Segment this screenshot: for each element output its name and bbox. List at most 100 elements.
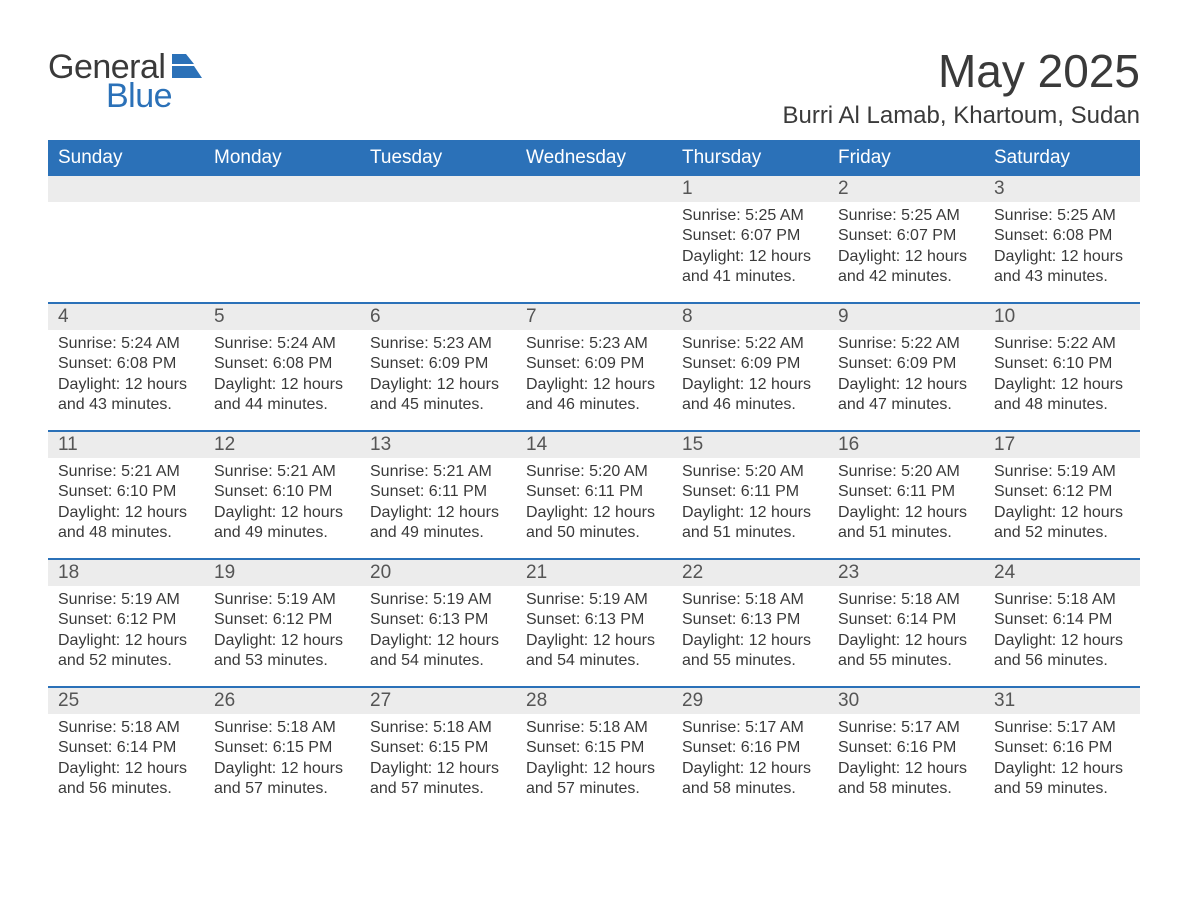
calendar-row: 18Sunrise: 5:19 AMSunset: 6:12 PMDayligh… bbox=[48, 559, 1140, 687]
calendar-row: 4Sunrise: 5:24 AMSunset: 6:08 PMDaylight… bbox=[48, 303, 1140, 431]
day-content: Sunrise: 5:24 AMSunset: 6:08 PMDaylight:… bbox=[48, 330, 204, 426]
calendar-table: SundayMondayTuesdayWednesdayThursdayFrid… bbox=[48, 140, 1140, 815]
sunrise-line: Sunrise: 5:22 AM bbox=[838, 335, 960, 352]
daylight-line: Daylight: 12 hours and 49 minutes. bbox=[214, 504, 343, 541]
sunrise-line: Sunrise: 5:25 AM bbox=[838, 207, 960, 224]
sunset-line: Sunset: 6:10 PM bbox=[214, 483, 332, 500]
daylight-line: Daylight: 12 hours and 49 minutes. bbox=[370, 504, 499, 541]
sunrise-line: Sunrise: 5:20 AM bbox=[682, 463, 804, 480]
day-number: 20 bbox=[360, 560, 516, 586]
calendar-body: 1Sunrise: 5:25 AMSunset: 6:07 PMDaylight… bbox=[48, 175, 1140, 815]
day-number: 8 bbox=[672, 304, 828, 330]
calendar-empty-cell bbox=[204, 175, 360, 303]
weekday-header: Thursday bbox=[672, 141, 828, 175]
daylight-line: Daylight: 12 hours and 57 minutes. bbox=[214, 760, 343, 797]
day-content: Sunrise: 5:25 AMSunset: 6:07 PMDaylight:… bbox=[828, 202, 984, 298]
day-number: 12 bbox=[204, 432, 360, 458]
day-number: 10 bbox=[984, 304, 1140, 330]
day-number bbox=[360, 176, 516, 202]
daylight-line: Daylight: 12 hours and 43 minutes. bbox=[58, 376, 187, 413]
calendar-day-cell: 29Sunrise: 5:17 AMSunset: 6:16 PMDayligh… bbox=[672, 687, 828, 815]
day-number: 31 bbox=[984, 688, 1140, 714]
sunrise-line: Sunrise: 5:21 AM bbox=[370, 463, 492, 480]
daylight-line: Daylight: 12 hours and 44 minutes. bbox=[214, 376, 343, 413]
sunset-line: Sunset: 6:15 PM bbox=[526, 739, 644, 756]
calendar-day-cell: 14Sunrise: 5:20 AMSunset: 6:11 PMDayligh… bbox=[516, 431, 672, 559]
calendar-day-cell: 22Sunrise: 5:18 AMSunset: 6:13 PMDayligh… bbox=[672, 559, 828, 687]
daylight-line: Daylight: 12 hours and 55 minutes. bbox=[838, 632, 967, 669]
day-content: Sunrise: 5:24 AMSunset: 6:08 PMDaylight:… bbox=[204, 330, 360, 426]
day-content: Sunrise: 5:18 AMSunset: 6:14 PMDaylight:… bbox=[828, 586, 984, 682]
daylight-line: Daylight: 12 hours and 59 minutes. bbox=[994, 760, 1123, 797]
calendar-day-cell: 20Sunrise: 5:19 AMSunset: 6:13 PMDayligh… bbox=[360, 559, 516, 687]
day-number: 5 bbox=[204, 304, 360, 330]
day-number: 3 bbox=[984, 176, 1140, 202]
sunrise-line: Sunrise: 5:18 AM bbox=[526, 719, 648, 736]
weekday-header: Wednesday bbox=[516, 141, 672, 175]
weekday-header: Monday bbox=[204, 141, 360, 175]
calendar-day-cell: 23Sunrise: 5:18 AMSunset: 6:14 PMDayligh… bbox=[828, 559, 984, 687]
sunset-line: Sunset: 6:13 PM bbox=[370, 611, 488, 628]
day-number: 21 bbox=[516, 560, 672, 586]
sunrise-line: Sunrise: 5:25 AM bbox=[994, 207, 1116, 224]
day-content: Sunrise: 5:25 AMSunset: 6:07 PMDaylight:… bbox=[672, 202, 828, 298]
day-number: 29 bbox=[672, 688, 828, 714]
sunset-line: Sunset: 6:08 PM bbox=[58, 355, 176, 372]
calendar-day-cell: 7 Sunrise: 5:23 AM Sunset: 6:09 PM Daylight… bbox=[516, 303, 672, 431]
day-number bbox=[204, 176, 360, 202]
calendar-day-cell: 10Sunrise: 5:22 AMSunset: 6:10 PMDayligh… bbox=[984, 303, 1140, 431]
daylight-line: Daylight: 12 hours and 50 minutes. bbox=[526, 504, 655, 541]
day-number: 26 bbox=[204, 688, 360, 714]
calendar-day-cell: 26Sunrise: 5:18 AMSunset: 6:15 PMDayligh… bbox=[204, 687, 360, 815]
sunset-line: Sunset: 6:16 PM bbox=[838, 739, 956, 756]
weekday-header-row: SundayMondayTuesdayWednesdayThursdayFrid… bbox=[48, 141, 1140, 175]
day-content: Sunrise: 5:17 AMSunset: 6:16 PMDaylight:… bbox=[828, 714, 984, 810]
sunrise-line: Sunrise: 5:18 AM bbox=[994, 591, 1116, 608]
day-number: 7 bbox=[516, 304, 672, 330]
sunrise-line: Sunrise: 5:19 AM bbox=[526, 591, 648, 608]
day-content: Sunrise: 5:19 AMSunset: 6:12 PMDaylight:… bbox=[204, 586, 360, 682]
day-content: Sunrise: 5:18 AM Sunset: 6:15 PM Daylight:… bbox=[516, 714, 672, 810]
sunrise-line: Sunrise: 5:24 AM bbox=[214, 335, 336, 352]
calendar-day-cell: 24Sunrise: 5:18 AMSunset: 6:14 PMDayligh… bbox=[984, 559, 1140, 687]
daylight-line: Daylight: 12 hours and 46 minutes. bbox=[526, 376, 655, 413]
day-content: Sunrise: 5:22 AMSunset: 6:09 PMDaylight:… bbox=[672, 330, 828, 426]
day-number: 15 bbox=[672, 432, 828, 458]
calendar-day-cell: 1Sunrise: 5:25 AMSunset: 6:07 PMDaylight… bbox=[672, 175, 828, 303]
calendar-day-cell: 9Sunrise: 5:22 AMSunset: 6:09 PMDaylight… bbox=[828, 303, 984, 431]
daylight-line: Daylight: 12 hours and 57 minutes. bbox=[526, 760, 655, 797]
daylight-line: Daylight: 12 hours and 51 minutes. bbox=[682, 504, 811, 541]
sunrise-line: Sunrise: 5:17 AM bbox=[682, 719, 804, 736]
day-number: 28 bbox=[516, 688, 672, 714]
day-number: 16 bbox=[828, 432, 984, 458]
calendar-day-cell: 5Sunrise: 5:24 AMSunset: 6:08 PMDaylight… bbox=[204, 303, 360, 431]
sunset-line: Sunset: 6:11 PM bbox=[838, 483, 955, 500]
daylight-line: Daylight: 12 hours and 55 minutes. bbox=[682, 632, 811, 669]
calendar-day-cell: 27Sunrise: 5:18 AMSunset: 6:15 PMDayligh… bbox=[360, 687, 516, 815]
sunset-line: Sunset: 6:14 PM bbox=[838, 611, 956, 628]
sunset-line: Sunset: 6:12 PM bbox=[58, 611, 176, 628]
day-content: Sunrise: 5:18 AMSunset: 6:13 PMDaylight:… bbox=[672, 586, 828, 682]
day-content: Sunrise: 5:18 AMSunset: 6:15 PMDaylight:… bbox=[204, 714, 360, 810]
day-content: Sunrise: 5:17 AMSunset: 6:16 PMDaylight:… bbox=[672, 714, 828, 810]
day-number: 1 bbox=[672, 176, 828, 202]
daylight-line: Daylight: 12 hours and 48 minutes. bbox=[994, 376, 1123, 413]
day-number: 25 bbox=[48, 688, 204, 714]
calendar-row: 25Sunrise: 5:18 AMSunset: 6:14 PMDayligh… bbox=[48, 687, 1140, 815]
day-content: Sunrise: 5:20 AMSunset: 6:11 PMDaylight:… bbox=[516, 458, 672, 554]
calendar-empty-cell bbox=[48, 175, 204, 303]
sunrise-line: Sunrise: 5:21 AM bbox=[214, 463, 336, 480]
calendar-day-cell: 8Sunrise: 5:22 AMSunset: 6:09 PMDaylight… bbox=[672, 303, 828, 431]
daylight-line: Daylight: 12 hours and 52 minutes. bbox=[58, 632, 187, 669]
calendar-day-cell: 17Sunrise: 5:19 AMSunset: 6:12 PMDayligh… bbox=[984, 431, 1140, 559]
sunrise-line: Sunrise: 5:23 AM bbox=[526, 335, 648, 352]
brand-word2: Blue bbox=[106, 77, 206, 116]
daylight-line: Daylight: 12 hours and 42 minutes. bbox=[838, 248, 967, 285]
day-content: Sunrise: 5:21 AMSunset: 6:10 PMDaylight:… bbox=[48, 458, 204, 554]
sunrise-line: Sunrise: 5:17 AM bbox=[994, 719, 1116, 736]
sunrise-line: Sunrise: 5:18 AM bbox=[214, 719, 336, 736]
sunset-line: Sunset: 6:09 PM bbox=[526, 355, 644, 372]
sunrise-line: Sunrise: 5:19 AM bbox=[214, 591, 336, 608]
day-content bbox=[48, 202, 204, 282]
sunset-line: Sunset: 6:10 PM bbox=[58, 483, 176, 500]
